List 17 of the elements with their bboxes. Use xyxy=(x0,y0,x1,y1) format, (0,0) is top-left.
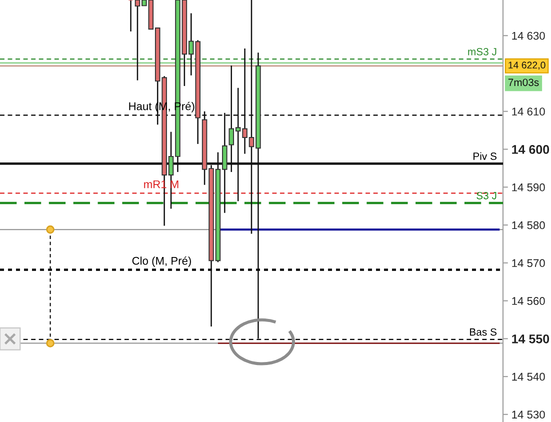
y-tick-label: 14 530 xyxy=(512,410,545,419)
text: 7m03s xyxy=(508,78,539,86)
y-tick-label: 14 550 xyxy=(512,334,550,344)
ref-line-label: Clo (M, Pré) xyxy=(132,256,191,267)
ref-line-label: S3 J xyxy=(476,192,496,200)
y-tick-label: 14 610 xyxy=(512,108,545,116)
ref-line-label: mS3 J xyxy=(468,48,496,56)
ref-line-label: Bas S xyxy=(470,328,496,336)
y-tick-label: 14 560 xyxy=(512,297,545,305)
ref-line-label: Piv S xyxy=(474,152,496,160)
y-tick-label: 14 570 xyxy=(512,259,545,268)
y-tick-label: 14 580 xyxy=(512,221,545,230)
y-tick-label: 14 630 xyxy=(512,32,545,40)
y-tick-label: 14 600 xyxy=(512,145,550,154)
y-tick-label: 14 590 xyxy=(512,183,545,192)
annotation: 14 622,0 xyxy=(508,62,546,70)
y-tick-label: 14 540 xyxy=(512,372,545,381)
